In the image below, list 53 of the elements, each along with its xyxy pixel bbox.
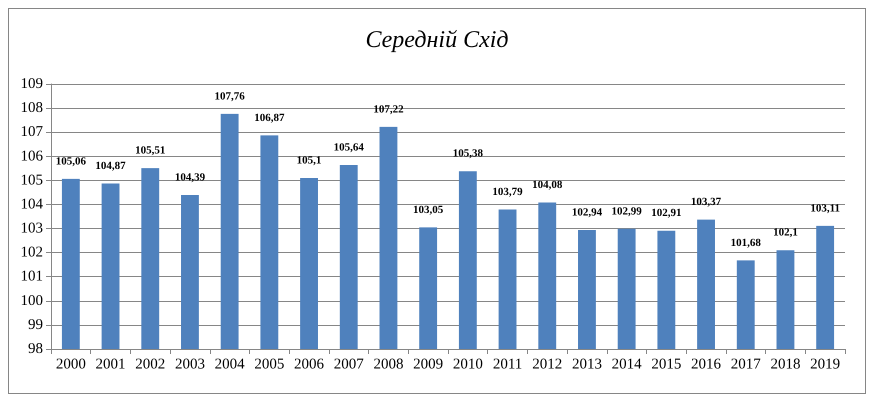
- y-tick-label: 105: [20, 172, 43, 188]
- x-tick-label: 2001: [96, 356, 126, 372]
- data-label: 103,79: [492, 186, 524, 198]
- data-label: 105,38: [452, 148, 484, 160]
- y-tick-label: 108: [20, 100, 43, 116]
- x-tick-label: 2007: [334, 356, 364, 372]
- x-tick-label: 2002: [135, 356, 166, 372]
- y-tick-label: 103: [20, 220, 43, 237]
- x-tick-label: 2006: [294, 356, 325, 372]
- data-label: 101,68: [730, 236, 762, 249]
- data-label: 105,64: [334, 141, 364, 154]
- y-tick-label: 109: [20, 76, 43, 92]
- x-tick-label: 2003: [174, 356, 205, 372]
- data-label: 107,76: [214, 90, 246, 102]
- x-tick-label: 2000: [56, 356, 86, 372]
- data-label: 105,06: [56, 155, 86, 168]
- data-label: 103,37: [690, 196, 722, 208]
- x-tick-label: 2008: [373, 356, 404, 372]
- data-label: 105,1: [296, 154, 322, 166]
- chart-title: Середній Схід: [365, 27, 509, 53]
- x-tick-label: 2011: [492, 356, 522, 372]
- y-tick-label: 100: [20, 292, 43, 309]
- x-tick-label: 2013: [572, 356, 602, 372]
- x-tick-label: 2018: [770, 356, 800, 372]
- data-label: 103,05: [413, 204, 444, 216]
- y-tick-label: 104: [20, 196, 44, 212]
- y-tick-label: 98: [28, 341, 43, 357]
- data-label: 107,22: [373, 103, 404, 116]
- y-tick-label: 99: [28, 316, 43, 333]
- x-tick-label: 2009: [413, 356, 444, 372]
- x-tick-label: 2016: [691, 356, 722, 372]
- y-tick-label: 102: [20, 244, 43, 261]
- data-label: 104,87: [95, 160, 126, 172]
- data-label: 104,39: [174, 172, 206, 184]
- x-tick-label: 2017: [730, 356, 762, 372]
- data-label: 102,99: [612, 205, 642, 218]
- data-label: 102,1: [773, 226, 798, 239]
- data-label: 102,91: [651, 207, 682, 220]
- x-tick-label: 2005: [254, 356, 284, 372]
- x-tick-label: 2019: [810, 356, 840, 372]
- data-label: 106,87: [254, 112, 285, 124]
- data-label: 102,94: [572, 206, 603, 218]
- y-tick-label: 101: [20, 268, 43, 285]
- y-tick-label: 106: [20, 148, 44, 164]
- data-label: 103,11: [810, 202, 840, 214]
- x-tick-label: 2014: [612, 356, 642, 372]
- x-tick-label: 2010: [452, 356, 483, 372]
- data-label: 105,51: [135, 144, 166, 157]
- x-tick-label: 2004: [214, 356, 246, 372]
- data-label: 104,08: [532, 179, 563, 192]
- x-tick-label: 2015: [651, 356, 682, 372]
- x-tick-label: 2012: [532, 356, 562, 372]
- y-tick-label: 107: [20, 124, 44, 140]
